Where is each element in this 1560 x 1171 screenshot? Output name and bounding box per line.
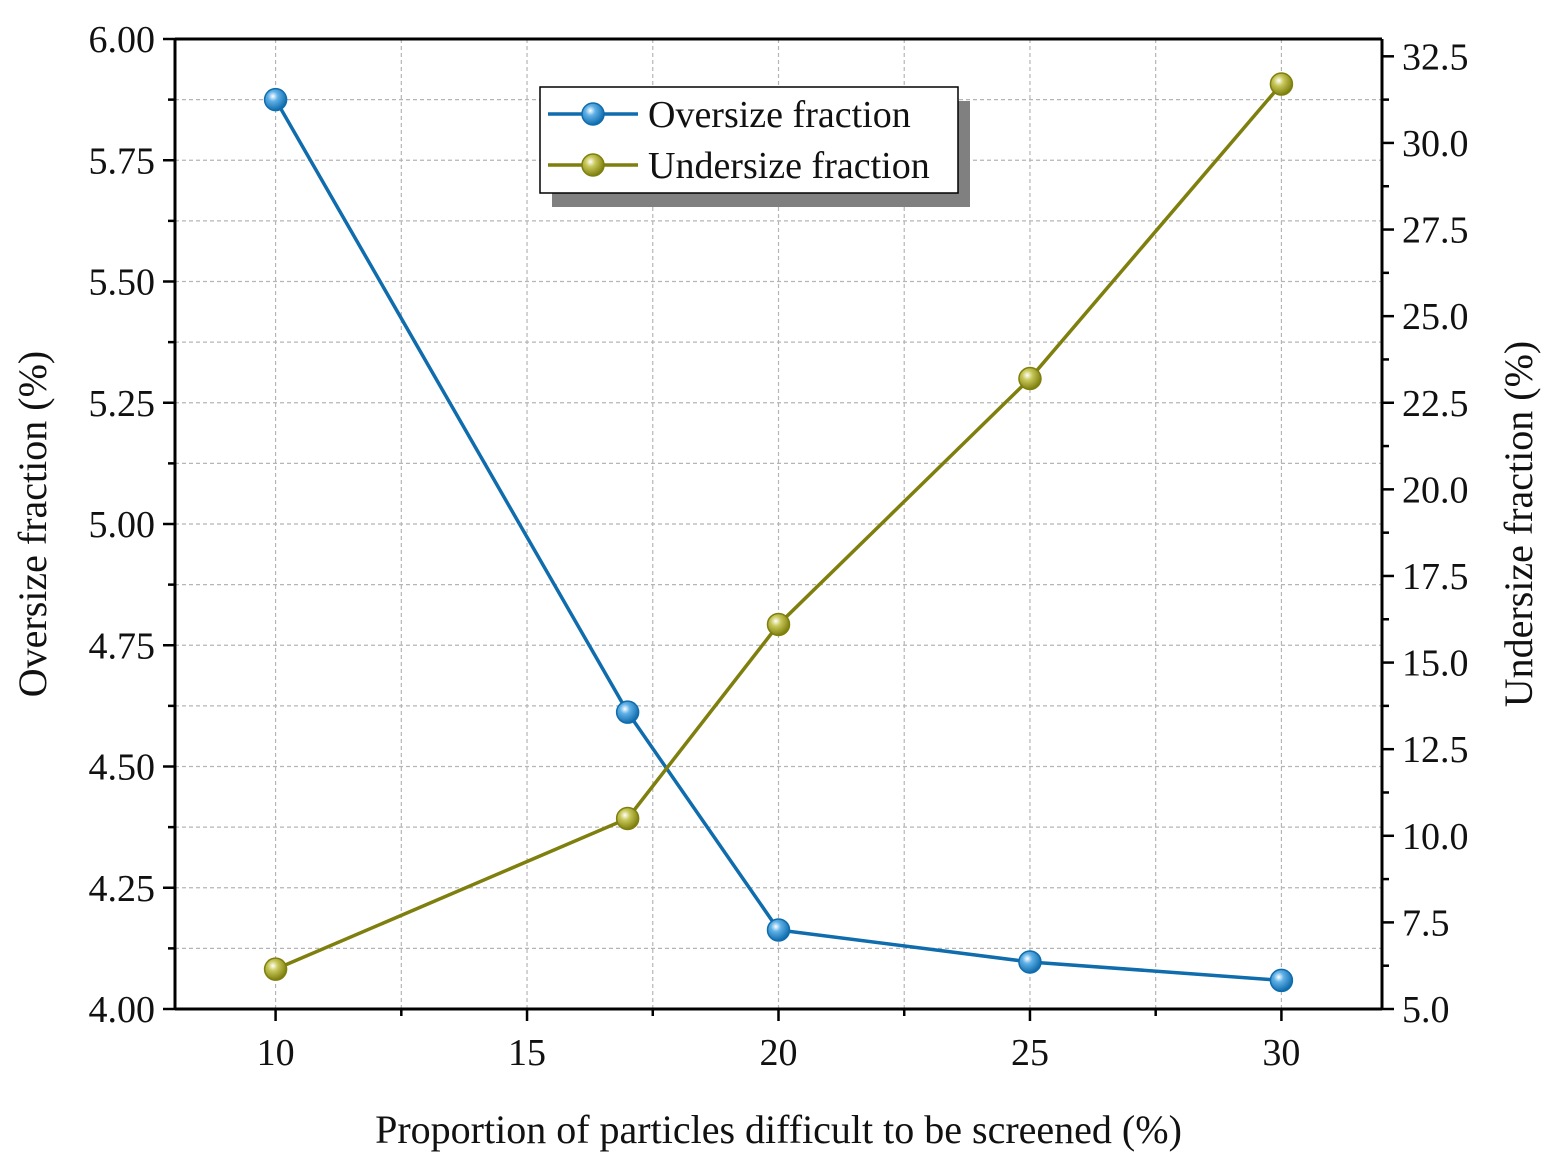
y-left-tick-label: 4.25 (89, 868, 156, 910)
x-tick-label: 15 (508, 1032, 546, 1074)
y-left-tick-label: 4.00 (89, 989, 156, 1031)
y-right-tick-label: 17.5 (1402, 556, 1469, 598)
y-right-tick-label: 27.5 (1402, 210, 1469, 252)
y-left-tick-label: 5.75 (89, 140, 156, 182)
data-point (766, 612, 791, 637)
gridlines (175, 38, 1382, 1010)
y-left-tick-label: 5.50 (89, 262, 156, 304)
legend-box (539, 86, 959, 194)
legend: Oversize fraction Undersize fraction (539, 86, 970, 207)
y-left-tick-label: 6.00 (89, 19, 156, 61)
y-right-tick-label: 25.0 (1402, 296, 1469, 338)
y-right-tick-label: 7.5 (1402, 902, 1450, 944)
y-left-tick-label: 5.00 (89, 504, 156, 546)
x-tick-label: 30 (1262, 1032, 1300, 1074)
x-tick-label: 10 (257, 1032, 295, 1074)
legend-swatch-marker (581, 102, 605, 126)
y-right-tick-label: 12.5 (1402, 729, 1469, 771)
legend-label: Undersize fraction (648, 145, 930, 187)
data-point (615, 806, 640, 831)
data-point (766, 918, 791, 942)
y-left-tick-label: 5.25 (89, 383, 156, 425)
y-right-tick-label: 15.0 (1402, 643, 1469, 685)
data-point (1269, 968, 1294, 993)
y-right-tick-label: 10.0 (1402, 816, 1469, 858)
x-axis-title: Proportion of particles difficult to be … (375, 1107, 1182, 1152)
data-point (1018, 950, 1042, 974)
y-right-tick-label: 22.5 (1402, 383, 1469, 425)
data-point (1018, 366, 1042, 391)
y-right-tick-label: 5.0 (1402, 989, 1450, 1031)
series-layer (263, 72, 1294, 993)
y-left-tick-label: 4.50 (89, 747, 156, 789)
y-right-tick-label: 30.0 (1402, 123, 1469, 165)
legend-label: Oversize fraction (648, 94, 911, 136)
y-left-tick-label: 4.75 (89, 625, 156, 667)
legend-swatch-marker (581, 153, 605, 177)
axes: 10 15 20 25 30 4.00 4.25 4.50 4.75 5.00 5.25 5.50 5.… (10, 19, 1541, 1152)
data-point (263, 87, 288, 112)
y-left-axis-title: Oversize fraction (%) (10, 351, 55, 697)
y-right-axis-title: Undersize fraction (%) (1496, 341, 1541, 707)
y-right-tick-label: 20.0 (1402, 469, 1469, 511)
data-point (1269, 72, 1294, 96)
y-right-tick-label: 32.5 (1402, 36, 1469, 78)
data-point (263, 957, 288, 981)
data-point (615, 700, 640, 724)
x-tick-label: 20 (760, 1032, 798, 1074)
x-tick-label: 25 (1011, 1032, 1049, 1074)
